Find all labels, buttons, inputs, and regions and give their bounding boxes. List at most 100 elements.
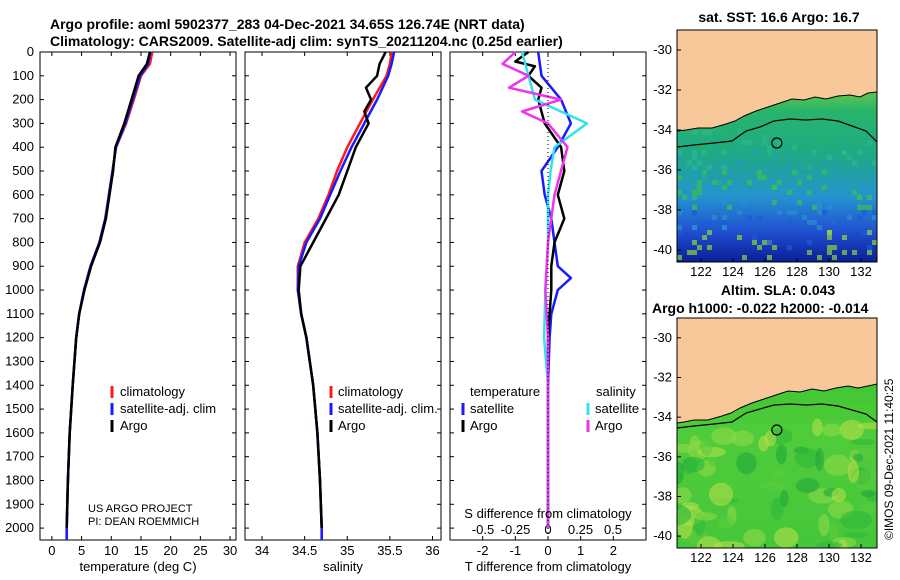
sst-pixel (867, 250, 872, 255)
sst-pixel (862, 205, 867, 210)
sst-pixel (807, 190, 812, 195)
sst-pixel (872, 215, 877, 220)
contour-line (677, 118, 877, 148)
sst-pixel (682, 195, 687, 200)
sst-pixel (697, 180, 702, 185)
sst-pixel (792, 170, 797, 175)
sla-blob (831, 488, 847, 503)
lat-tick-label: -34 (653, 409, 672, 424)
sla-blob (677, 487, 692, 504)
sst-pixel (677, 210, 682, 215)
depth-tick-label: 1400 (5, 377, 34, 392)
sst-pixel (692, 250, 697, 255)
depth-tick-label: 400 (12, 139, 34, 154)
sst-pixel (787, 220, 792, 225)
sst-pixel (827, 155, 832, 160)
sla-blob (771, 469, 787, 479)
sst-pixel (802, 215, 807, 220)
sst-pixel (772, 135, 777, 140)
sst-pixel (737, 210, 742, 215)
sst-pixel (807, 240, 812, 245)
lon-tick-label: 122 (690, 550, 712, 565)
sst-pixel (857, 150, 862, 155)
legend-label: Argo (470, 418, 497, 433)
sst-pixel (702, 130, 707, 135)
sst-pixel (782, 170, 787, 175)
sst-pixel (827, 250, 832, 255)
sst-pixel (697, 190, 702, 195)
sst-pixel (862, 165, 867, 170)
sst-pixel (827, 230, 832, 235)
sst-pixel (787, 245, 792, 250)
sst-pixel (807, 145, 812, 150)
x-tick-label: 15 (134, 543, 148, 558)
sst-pixel (867, 245, 872, 250)
sst-map-frame (676, 29, 878, 263)
sst-pixel (722, 145, 727, 150)
sst-pixel (722, 225, 727, 230)
depth-tick-label: 1300 (5, 353, 34, 368)
sst-pixel (797, 180, 802, 185)
sst-pixel (692, 165, 697, 170)
sst-pixel (677, 190, 682, 195)
sst-pixel (817, 225, 822, 230)
sst-pixel (817, 205, 822, 210)
sst-pixel (722, 215, 727, 220)
depth-tick-label: 1500 (5, 401, 34, 416)
depth-tick-label: 700 (12, 211, 34, 226)
sst-pixel (767, 185, 772, 190)
sla-map-title-1: Altim. SLA: 0.043 (721, 282, 836, 298)
sla-texture (677, 418, 877, 548)
sst-pixel (772, 155, 777, 160)
sla-blob (795, 477, 820, 493)
sst-pixel (722, 150, 727, 155)
sst-pixel (677, 225, 682, 230)
series-line-temperature-satellite (536, 51, 573, 529)
sst-pixel (782, 195, 787, 200)
x-tick-label: 36 (425, 543, 439, 558)
sst-pixel (692, 195, 697, 200)
sla-blob (736, 452, 757, 475)
sla-blob (818, 513, 830, 537)
sst-pixel (777, 180, 782, 185)
lat-tick-label: -40 (653, 528, 672, 543)
sst-pixel (872, 160, 877, 165)
sst-pixel (852, 170, 857, 175)
sst-pixel (692, 155, 697, 160)
sst-pixel (722, 160, 727, 165)
sla-blob (700, 439, 713, 456)
sst-pixel (702, 150, 707, 155)
sst-pixel (677, 155, 682, 160)
sst-pixel (867, 140, 872, 145)
sst-pixel (722, 170, 727, 175)
sst-pixel (762, 175, 767, 180)
series-line-argo (65, 51, 152, 529)
sst-pixel (812, 205, 817, 210)
sla-blob (770, 497, 784, 520)
sst-pixel (847, 185, 852, 190)
s-tick-label: 0.5 (604, 522, 622, 537)
sst-pixel (737, 130, 742, 135)
lon-tick-label: 132 (850, 264, 872, 279)
sst-pixel (747, 180, 752, 185)
lon-tick-label: 130 (818, 550, 840, 565)
sst-pixel (857, 200, 862, 205)
sla-blob (844, 531, 869, 538)
lon-tick-label: 124 (722, 550, 744, 565)
series-line-salinity-satellite (520, 51, 589, 529)
sst-pixel (867, 205, 872, 210)
lat-tick-label: -40 (653, 242, 672, 257)
tdiff-xlabel: T difference from climatology (465, 559, 632, 574)
sst-pixel (772, 180, 777, 185)
sla-blob (677, 461, 684, 485)
sla-blob (815, 447, 824, 472)
sst-pixel (702, 170, 707, 175)
sst-pixel (757, 190, 762, 195)
sla-blob (711, 427, 738, 445)
coastline (677, 91, 877, 132)
legend-label: Argo (595, 418, 622, 433)
temperature-axes (39, 51, 237, 541)
sst-pixel (692, 130, 697, 135)
s-tick-label: -0.5 (472, 522, 494, 537)
lat-tick-label: -30 (653, 330, 672, 345)
